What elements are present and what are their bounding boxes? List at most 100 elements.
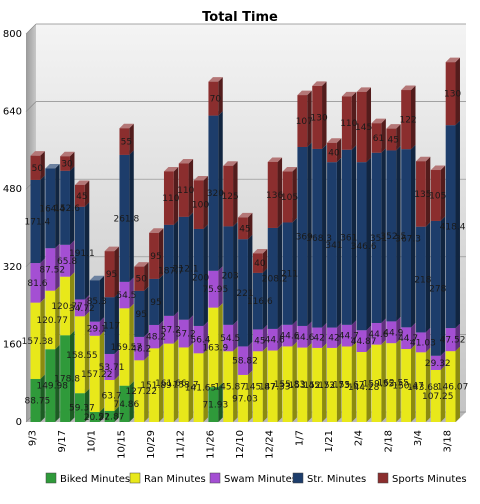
- bar-segment: [252, 248, 268, 273]
- bar-segment-front: [312, 327, 323, 348]
- data-label: 155.83: [274, 380, 306, 390]
- bar-segment-top: [45, 164, 60, 169]
- bar-segment-side: [129, 381, 134, 422]
- bar-segment-front: [208, 115, 219, 271]
- legend-item: Str. Minutes: [292, 472, 366, 485]
- data-label: 141.65: [185, 384, 217, 394]
- bar-segment-front: [75, 299, 85, 317]
- x-tick-label: 10/15: [116, 430, 127, 459]
- bar-segment-front: [30, 263, 41, 303]
- data-label: 127.22: [125, 387, 157, 397]
- bar-segment-side: [129, 123, 134, 155]
- bar-segment-front: [30, 155, 41, 180]
- bar-segment-top: [75, 180, 90, 185]
- bar-segment-side: [396, 338, 401, 422]
- data-label: 107.25: [422, 392, 454, 402]
- bar-segment-side: [366, 325, 372, 353]
- bar-segment-side: [203, 348, 208, 422]
- legend-swatch: [45, 472, 57, 484]
- data-label: 44.6: [294, 333, 314, 343]
- bar-segment-front: [163, 224, 174, 316]
- bar-segment-front: [341, 149, 352, 325]
- bar-segment-front: [45, 290, 56, 350]
- bar-segment-side: [114, 246, 119, 298]
- data-label: 163.9: [202, 343, 228, 353]
- data-label: 368.3: [306, 234, 332, 244]
- data-label: 161.66: [155, 379, 187, 389]
- bar-segment-side: [396, 124, 401, 151]
- bar-segment-top: [371, 118, 386, 124]
- data-label: 107: [296, 117, 313, 127]
- bar-segment-top: [238, 212, 253, 218]
- bar-segment-front: [75, 184, 85, 207]
- bar-segment-front: [252, 329, 263, 352]
- data-label: 97.03: [232, 394, 258, 404]
- y-tick-label: 480: [3, 184, 22, 195]
- data-label: 152.73: [318, 381, 350, 391]
- bar-segment-side: [158, 320, 164, 349]
- bar-segment-front: [327, 327, 337, 348]
- bar-segment-side: [440, 351, 446, 370]
- bar-segment-side: [158, 228, 164, 279]
- data-label: 40: [254, 259, 266, 269]
- bar-segment-front: [89, 280, 100, 322]
- bar-segment-front: [445, 328, 456, 352]
- bar-segment-front: [149, 324, 159, 349]
- bar-segment: [178, 158, 194, 217]
- data-label: 110: [177, 186, 194, 196]
- data-label: 145.87: [214, 383, 246, 393]
- bar-segment-side: [114, 375, 119, 411]
- bar-segment-side: [381, 148, 386, 323]
- bar-segment: [104, 246, 119, 298]
- data-label: 81.6: [27, 279, 47, 289]
- bar-segment: [45, 164, 60, 249]
- bar-segment-front: [178, 216, 189, 320]
- data-label: 221: [236, 289, 253, 299]
- bar-segment: [119, 123, 134, 155]
- bar-segment-front: [386, 150, 397, 322]
- data-label: 278: [429, 284, 446, 294]
- bar-segment-side: [351, 320, 357, 347]
- bar-segment-front: [208, 270, 219, 308]
- bar-segment-front: [267, 350, 278, 422]
- bar-segment-side: [55, 286, 60, 350]
- bar-segment: [89, 275, 105, 322]
- bar-segment-front: [208, 387, 219, 422]
- data-label: 159.55: [363, 379, 395, 389]
- data-label: 61: [373, 134, 384, 144]
- bar-segment-front: [134, 336, 145, 361]
- bar-segment-side: [292, 217, 297, 325]
- bar-segment-front: [223, 226, 234, 325]
- bar-segment: [401, 85, 416, 150]
- x-tick-label: 9/17: [57, 430, 68, 452]
- bar-segment-side: [69, 330, 75, 422]
- x-tick-label: 11/12: [176, 430, 187, 459]
- bar-segment-side: [425, 156, 431, 227]
- bar-segment-side: [381, 118, 386, 153]
- bar-segment-front: [134, 360, 145, 422]
- bar-segment-side: [218, 111, 223, 271]
- x-tick-label: 3/18: [443, 430, 454, 452]
- data-label: 346.6: [351, 242, 377, 252]
- bar-segment-front: [371, 123, 382, 153]
- x-tick-label: 3/4: [413, 430, 424, 446]
- bar-segment-front: [341, 324, 352, 347]
- bar-segment-top: [416, 156, 431, 162]
- bar-segment-side: [40, 374, 45, 422]
- bar-segment-side: [410, 85, 416, 150]
- data-label: 125: [222, 192, 239, 202]
- bar-segment-side: [99, 331, 105, 413]
- bar-segment: [60, 151, 75, 171]
- bar-segment-side: [455, 120, 460, 329]
- data-label: 75.95: [202, 285, 228, 295]
- data-label: 50: [135, 275, 147, 285]
- data-label: 63.7: [102, 391, 122, 401]
- bar-segment-side: [425, 222, 431, 333]
- bar-segment-side: [233, 346, 238, 422]
- data-label: 122: [400, 116, 417, 126]
- data-label: 40: [328, 148, 340, 158]
- bar-segment-side: [366, 157, 372, 331]
- bar-segment-front: [178, 319, 189, 348]
- bar-segment-side: [233, 320, 238, 352]
- bar-segment-front: [134, 266, 145, 291]
